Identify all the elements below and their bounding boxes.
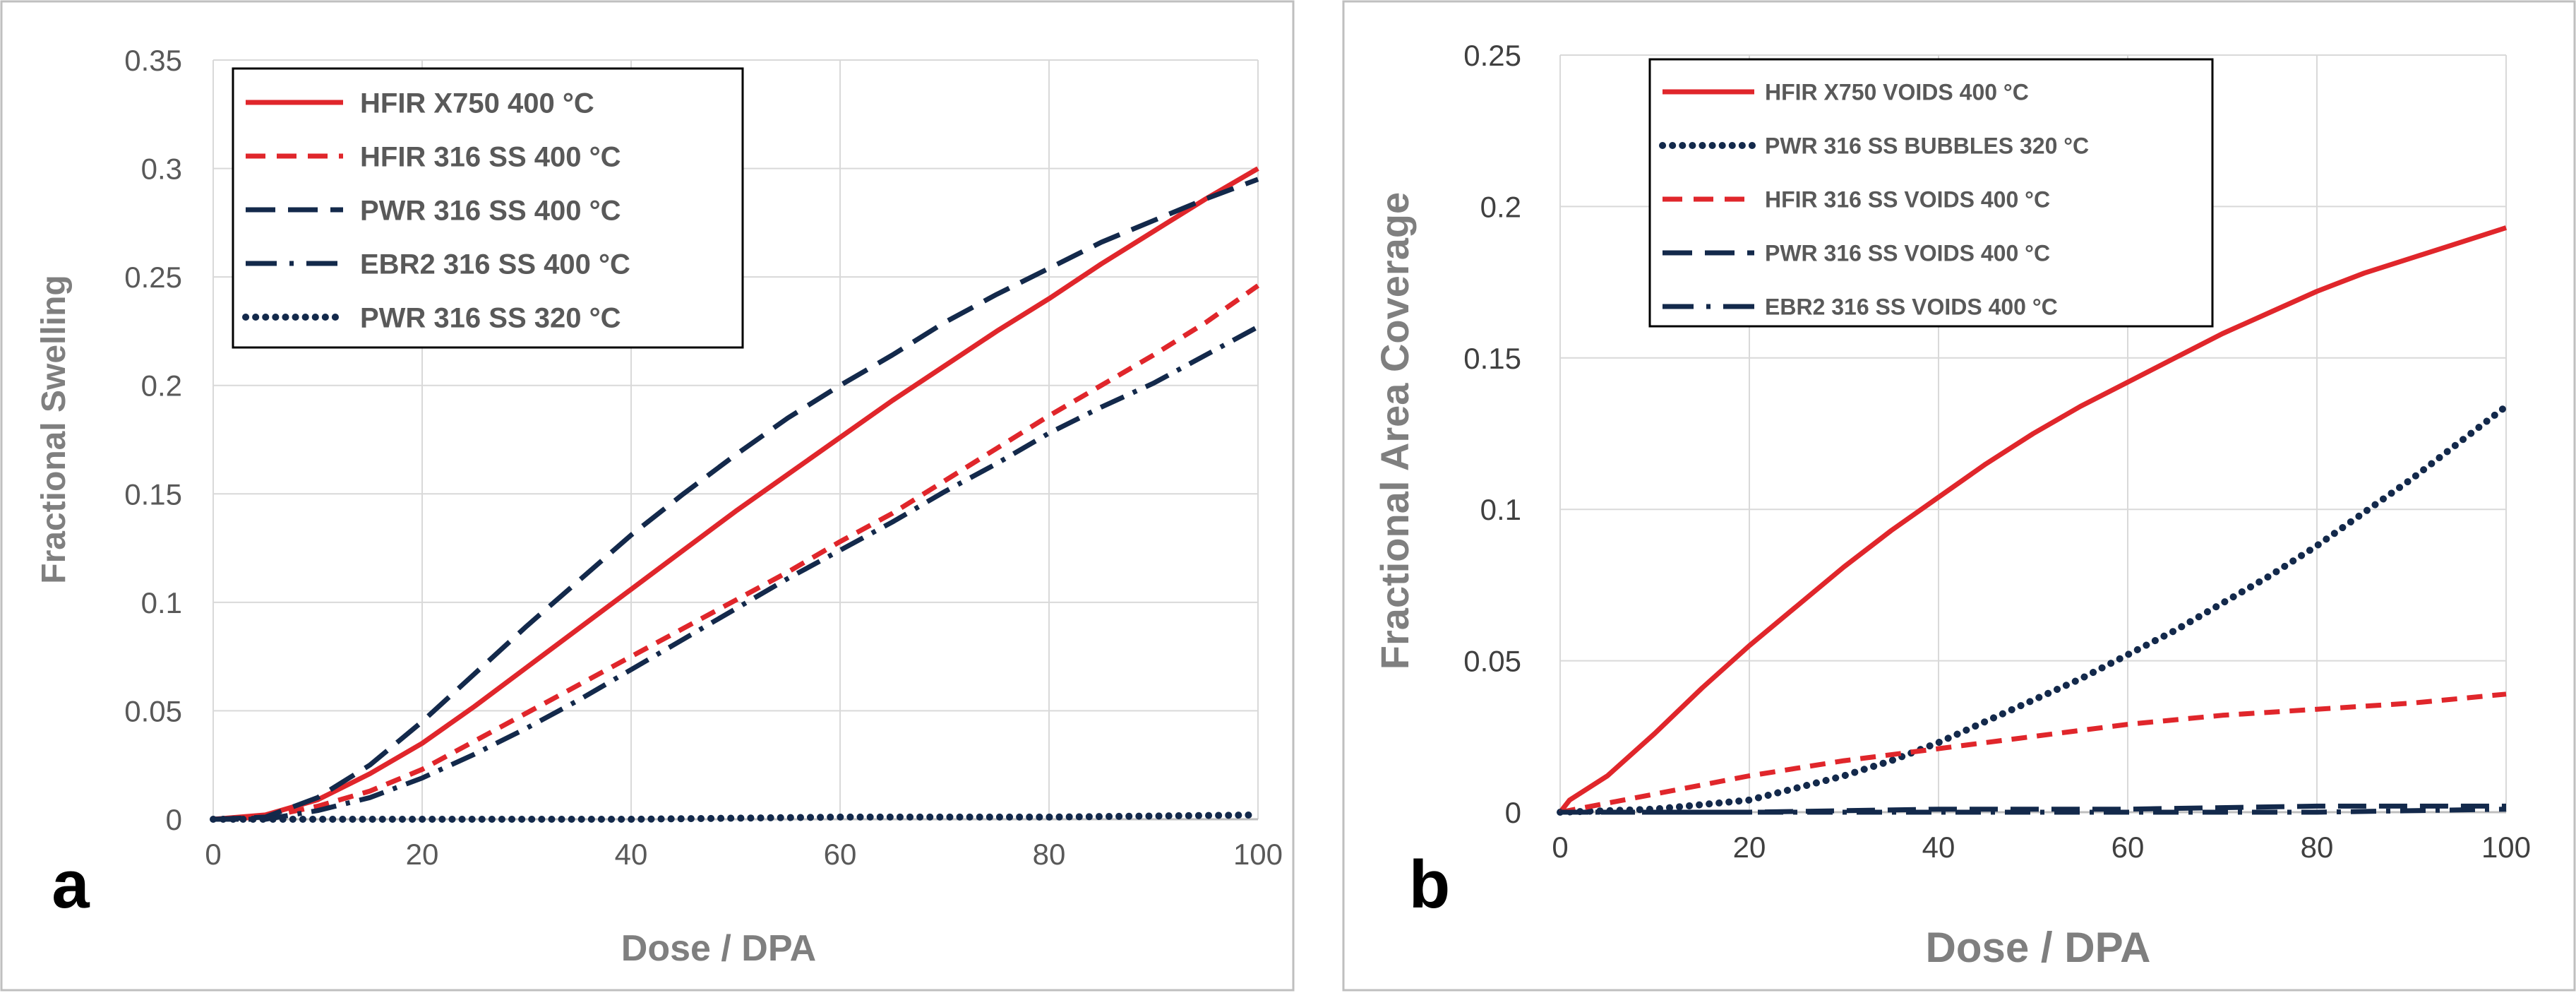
panel-a-y-tick-label: 0.25 bbox=[124, 261, 182, 294]
panel-b-y-tick-label: 0.15 bbox=[1463, 342, 1521, 375]
panel-a-x-tick-label: 40 bbox=[615, 838, 648, 871]
panel-a-x-tick-label: 80 bbox=[1033, 838, 1066, 871]
panel-b-y-tick-label: 0.1 bbox=[1480, 493, 1521, 526]
panel-a-x-tick-label: 20 bbox=[406, 838, 439, 871]
panel-a: 0 20 40 60 80 100 0 0.05 0.1 0.15 0.2 0.25 0.3 0.35 D… bbox=[0, 0, 1295, 992]
panel-b-x-tick-label: 80 bbox=[2301, 831, 2334, 864]
panel-b-legend-label: HFIR X750 VOIDS 400 °C bbox=[1765, 80, 2029, 105]
panel-b-x-tick-label: 20 bbox=[1733, 831, 1766, 864]
panel-a-legend-label: HFIR X750 400 °C bbox=[360, 88, 594, 119]
panel-a-legend: HFIR X750 400 °C HFIR 316 SS 400 °C PWR 31… bbox=[232, 67, 744, 349]
panel-b-series-line bbox=[1558, 225, 2508, 814]
panel-b-y-tick-label: 0.2 bbox=[1480, 190, 1521, 223]
panel-b-lines bbox=[1557, 225, 2510, 816]
panel-b-label: b bbox=[1409, 847, 1451, 922]
panel-b-series-line bbox=[1559, 691, 2507, 815]
panel-a-legend-label: EBR2 316 SS 400 °C bbox=[360, 249, 630, 280]
panel-b-legend-label: PWR 316 SS VOIDS 400 °C bbox=[1765, 241, 2050, 266]
panel-b-legend-label: HFIR 316 SS VOIDS 400 °C bbox=[1765, 187, 2050, 213]
panel-b-y-tick-label: 0.25 bbox=[1463, 39, 1521, 72]
panel-b-x-tick-label: 60 bbox=[2111, 831, 2145, 864]
panel-b-y-tick-label: 0 bbox=[1505, 796, 1521, 829]
panel-a-legend-label: PWR 316 SS 400 °C bbox=[360, 195, 621, 226]
panel-a-series-line bbox=[212, 166, 1259, 822]
panel-a-legend-label: HFIR 316 SS 400 °C bbox=[360, 141, 621, 172]
panel-a-y-tick-label: 0.1 bbox=[141, 586, 182, 619]
panel-a-y-tick-label: 0.3 bbox=[141, 153, 182, 186]
panel-b-x-axis-label: Dose / DPA bbox=[1926, 924, 2151, 971]
panel-a-y-tick-label: 0.2 bbox=[141, 369, 182, 403]
panel-a-lines bbox=[210, 166, 1262, 823]
panel-a-y-tick-label: 0.15 bbox=[124, 477, 182, 511]
panel-a-x-tick-label: 100 bbox=[1233, 838, 1283, 871]
panel-b-x-tick-label: 100 bbox=[2481, 831, 2531, 864]
panel-b-legend-label: PWR 316 SS BUBBLES 320 °C bbox=[1765, 133, 2089, 159]
panel-b-series-line bbox=[1557, 403, 2510, 816]
panel-b-y-axis-label: Fractional Area Coverage bbox=[1372, 192, 1417, 670]
panel-b-y-tick-label: 0.05 bbox=[1463, 645, 1521, 678]
panel-b-x-tick-label: 0 bbox=[1552, 831, 1568, 864]
panel-a-y-tick-label: 0 bbox=[166, 803, 182, 836]
panel-b-series-line bbox=[1560, 803, 2506, 815]
panel-a-legend-label: PWR 316 SS 320 °C bbox=[360, 302, 621, 333]
panel-a-x-tick-label: 0 bbox=[205, 838, 221, 871]
panel-b-legend: HFIR X750 VOIDS 400 °C PWR 316 SS BUBBLES… bbox=[1648, 58, 2214, 328]
panel-a-ticks: 0 20 40 60 80 100 0 0.05 0.1 0.15 0.2 0.25 0.3 0.35 bbox=[124, 44, 1283, 871]
panel-b-legend-box bbox=[1648, 58, 2214, 328]
panel-b-x-tick-label: 40 bbox=[1922, 831, 1955, 864]
panel-b-grid bbox=[1559, 54, 2507, 814]
panel-a-legend-box bbox=[232, 67, 744, 349]
panel-a-series-line bbox=[212, 283, 1260, 822]
panel-a-y-tick-label: 0.35 bbox=[124, 44, 182, 77]
panel-b-legend-label: EBR2 316 SS VOIDS 400 °C bbox=[1765, 295, 2058, 320]
panel-a-label: a bbox=[52, 847, 90, 922]
panel-a-x-tick-label: 60 bbox=[824, 838, 857, 871]
panel-a-x-axis-label: Dose / DPA bbox=[621, 928, 816, 969]
panel-b-series-line bbox=[1560, 807, 2507, 815]
panel-b: 0 20 40 60 80 100 0 0.05 0.1 0.15 0.2 0.25 Dose / D… bbox=[1342, 0, 2576, 992]
panel-b-ticks: 0 20 40 60 80 100 0 0.05 0.1 0.15 0.2 0.25 bbox=[1463, 39, 2531, 864]
panel-a-y-tick-label: 0.05 bbox=[124, 694, 182, 727]
panel-a-y-axis-label: Fractional Swelling bbox=[35, 275, 73, 583]
panel-a-grid bbox=[212, 59, 1259, 821]
